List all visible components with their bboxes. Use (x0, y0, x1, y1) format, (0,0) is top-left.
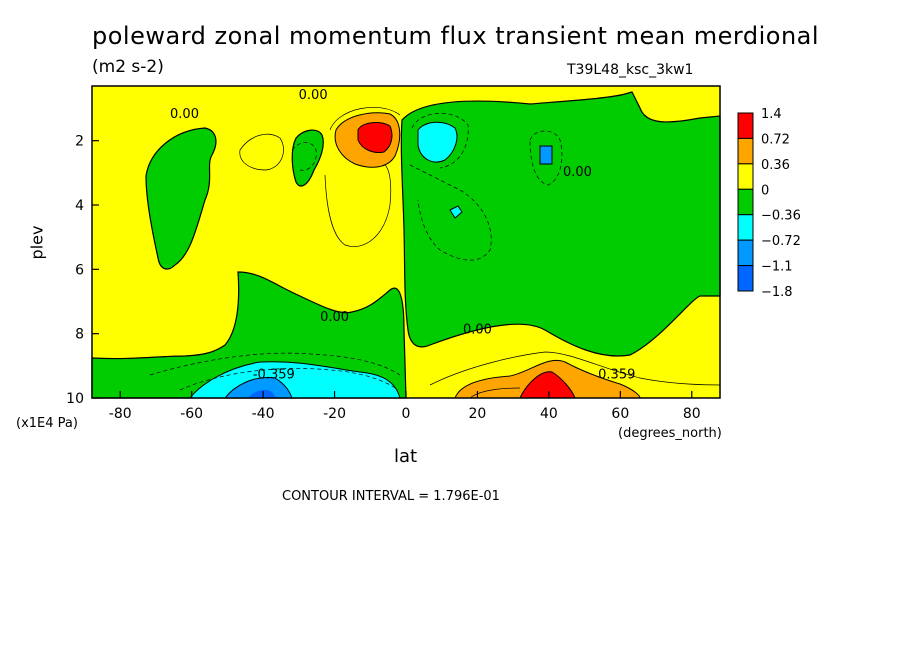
contour-label: 0.00 (563, 165, 592, 180)
contour-interval-note: CONTOUR INTERVAL = 1.796E-01 (282, 489, 500, 504)
colorbar-swatch (737, 265, 754, 292)
y-tick-label: 6 (75, 262, 84, 278)
y-axis-units: (x1E4 Pa) (16, 416, 78, 431)
level-fill-neg0.72-to-neg0.36 (449, 205, 463, 219)
level-fill-neg1.8-to-neg1.1 (248, 390, 276, 398)
colorbar-swatch (737, 112, 754, 139)
x-tick-label: 80 (683, 406, 701, 422)
colorbar-label: −0.72 (761, 234, 801, 249)
contour-labels: 0.00 0.00 0.00 0.00 0.00 -0.359 0.359 (170, 88, 635, 383)
level-fill-neg0.36-to-0 (291, 129, 324, 187)
contour-line-positive (469, 387, 521, 399)
run-label: T39L48_ksc_3kw1 (567, 62, 694, 78)
contour-line-negative (529, 130, 563, 186)
contour-line-negative (291, 142, 317, 171)
units-label: (m2 s-2) (92, 57, 164, 77)
contour-line-positive (329, 107, 401, 131)
contour-line-negative (411, 112, 469, 169)
contour-line-positive (429, 351, 721, 386)
x-tick-label: 60 (611, 406, 629, 422)
contour-line-negative (409, 164, 492, 261)
y-tick-label: 2 (75, 134, 84, 150)
level-fill-neg0.36-to-0 (145, 127, 217, 270)
chart-title: poleward zonal momentum flux transient m… (92, 22, 820, 50)
x-tick-label: -60 (180, 406, 203, 422)
colorbar-label: −1.1 (761, 260, 793, 275)
y-tick-label: 4 (75, 198, 84, 214)
contour-lines (149, 107, 721, 399)
level-fill-neg1.1-to-neg0.72 (539, 145, 553, 165)
colorbar-swatch (737, 163, 754, 190)
contour-line-positive (324, 164, 392, 247)
colorbar-label: 1.4 (761, 107, 782, 122)
level-fill-neg0.72-to-neg0.36 (417, 121, 458, 163)
contour-line-negative (179, 368, 399, 391)
level-fill-0.72-to-1.4 (519, 371, 576, 399)
colorbar: 1.4 0.72 0.36 0 −0.36 −0.72 −1.1 −1.8 (737, 107, 801, 300)
x-tick-label: -40 (252, 406, 275, 422)
contour-line-negative (149, 352, 401, 376)
colorbar-label: 0.36 (761, 158, 790, 173)
colorbar-swatch (737, 188, 754, 216)
contour-label: 0.00 (170, 107, 199, 122)
colorbar-label: −1.8 (761, 285, 793, 300)
contour-label: 0.00 (463, 323, 492, 338)
x-tick-label: 40 (540, 406, 558, 422)
contour-label: 0.00 (320, 310, 349, 325)
level-fill-0.72-to-1.4 (357, 122, 393, 153)
level-fill-neg1.1-to-neg0.72 (223, 376, 293, 399)
x-axis: -80 -60 -40 -20 0 20 40 60 80 (109, 391, 701, 422)
x-axis-label: lat (394, 446, 418, 467)
colorbar-label: 0 (761, 183, 769, 198)
colorbar-label: 0.72 (761, 132, 790, 147)
x-axis-units: (degrees_north) (618, 426, 722, 441)
x-tick-label: 0 (402, 406, 411, 422)
x-tick-label: -20 (323, 406, 346, 422)
contour-label: 0.359 (598, 368, 635, 383)
level-fill-neg0.36-to-0 (400, 91, 721, 357)
colorbar-label: −0.36 (761, 209, 801, 224)
y-axis-label: plev (27, 225, 47, 260)
y-axis: 2 4 6 8 10 (66, 134, 99, 407)
contour-label: 0.00 (299, 88, 328, 103)
contour-label: -0.359 (253, 368, 295, 383)
x-tick-label: 20 (469, 406, 487, 422)
y-tick-label: 10 (66, 391, 84, 407)
contour-line-positive (239, 133, 284, 171)
x-tick-label: -80 (109, 406, 132, 422)
colorbar-swatch (737, 137, 754, 165)
colorbar-swatch (737, 239, 754, 267)
y-tick-label: 8 (75, 327, 84, 343)
heatmap-fill (91, 86, 721, 399)
colorbar-swatch (737, 214, 754, 241)
